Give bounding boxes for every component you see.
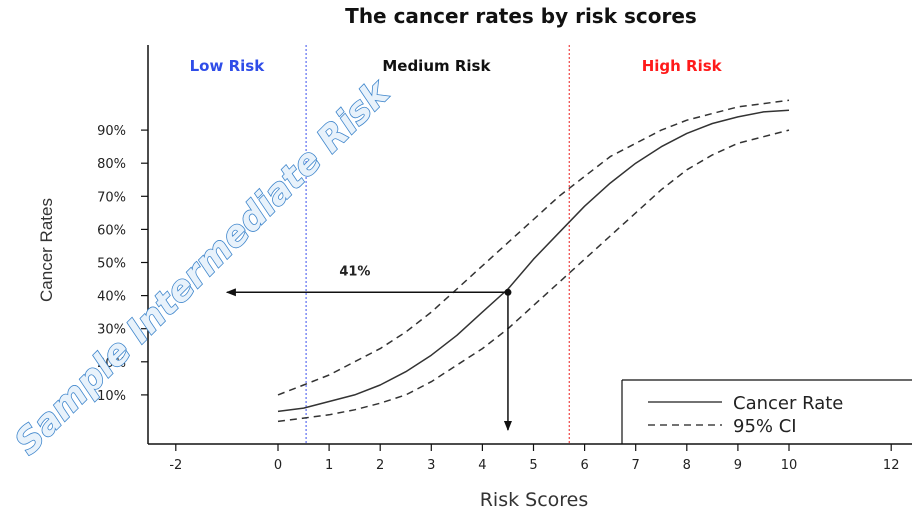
y-tick-label: 80% [97,157,126,172]
cancer-rate-line [277,109,790,413]
series-lines [277,99,790,423]
x-tick-label: 0 [274,458,282,473]
x-tick-label: 4 [478,458,486,473]
y-tick-label: 10% [97,389,126,404]
annotation-label: 41% [339,265,370,280]
region-label: Medium Risk [382,57,491,75]
y-tick-label: 90% [97,124,126,139]
ci-band-line [277,99,790,396]
x-tick-label: 3 [427,458,435,473]
y-tick-label: 50% [97,257,126,272]
region-label: High Risk [642,57,723,75]
risk-region-labels: Low Risk Medium Risk High Risk [190,57,723,75]
x-tick-label: 9 [734,458,742,473]
y-tick-label: 60% [97,223,126,238]
rate-annotation: 41% [225,265,512,431]
annotation-point [504,288,512,296]
x-tick-label: 8 [683,458,691,473]
legend: Cancer Rate 95% CI [621,379,912,444]
x-tick-label: 2 [376,458,384,473]
x-tick-label: 1 [325,458,333,473]
risk-threshold-lines [305,45,570,444]
legend-label-ci: 95% CI [733,416,797,437]
ci-band-line [277,129,790,423]
x-tick-label: 7 [632,458,640,473]
y-axis-ticks: 10% 20% 30% 40% 50% 60% 70% 80% 90% [97,124,148,404]
x-tick-label: 10 [781,458,798,473]
x-tick-label: 6 [580,458,588,473]
x-axis-label: Risk Scores [480,489,589,511]
y-tick-label: 20% [97,356,126,371]
x-tick-label: 12 [883,458,900,473]
y-tick-label: 30% [97,323,126,338]
y-axis-label: Cancer Rates [37,198,56,302]
x-axis-ticks: -2 0 1 2 3 4 5 6 7 8 9 10 12 [169,444,899,473]
chart-title: The cancer rates by risk scores [345,4,697,28]
x-tick-label: -2 [169,458,182,473]
y-tick-label: 40% [97,290,126,305]
legend-label-cancer-rate: Cancer Rate [733,393,843,414]
region-label: Low Risk [190,57,266,75]
x-tick-label: 5 [529,458,537,473]
y-tick-label: 70% [97,190,126,205]
